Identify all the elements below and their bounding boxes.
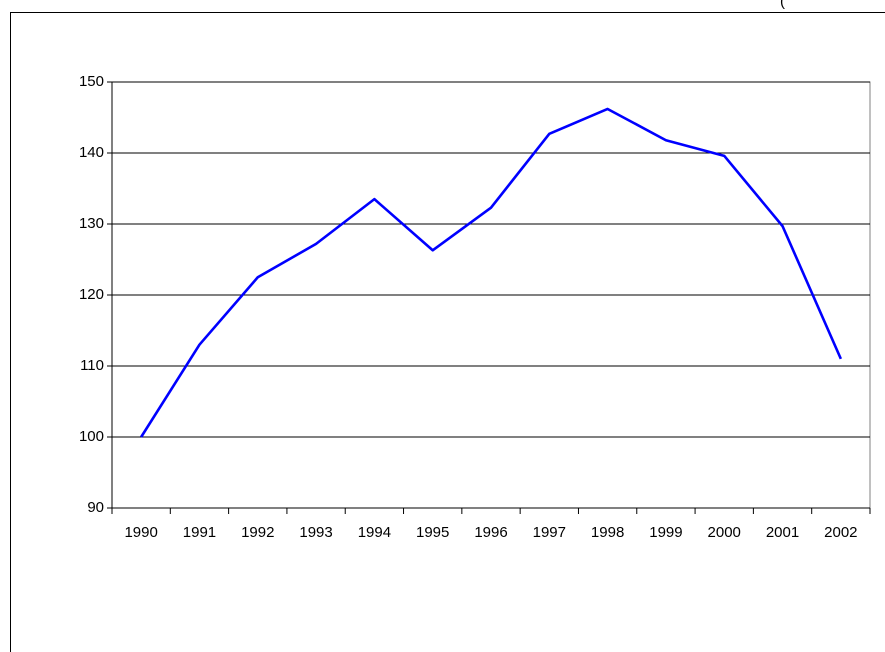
y-tick-label: 120 [79, 286, 104, 303]
x-tick-label: 2000 [708, 524, 741, 541]
x-tick-label: 1998 [591, 524, 624, 541]
x-tick-label: 1994 [358, 524, 391, 541]
x-tick-label: 1992 [241, 524, 274, 541]
y-tick-label: 90 [87, 499, 104, 516]
x-tick-label: 1999 [649, 524, 682, 541]
x-tick-label: 1990 [124, 524, 157, 541]
x-tick-label: 1995 [416, 524, 449, 541]
y-tick-label: 100 [79, 428, 104, 445]
x-tick-label: 2001 [766, 524, 799, 541]
y-tick-label: 140 [79, 144, 104, 161]
annotation: ( [780, 0, 785, 10]
y-tick-label: 130 [79, 215, 104, 232]
y-tick-label: 110 [80, 357, 104, 374]
x-tick-label: 2002 [824, 524, 857, 541]
x-tick-label: 1996 [474, 524, 507, 541]
x-tick-label: 1991 [183, 524, 216, 541]
y-tick-label: 150 [79, 73, 104, 90]
x-tick-label: 1997 [533, 524, 566, 541]
x-tick-label: 1993 [299, 524, 332, 541]
data-line [140, 107, 843, 438]
